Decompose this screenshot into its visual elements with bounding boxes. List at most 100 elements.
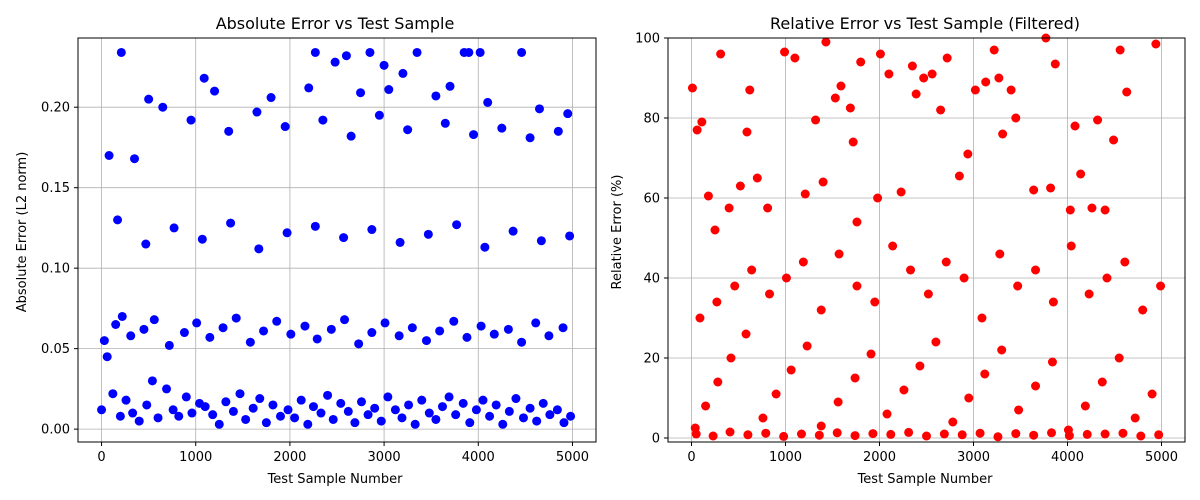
x-tick-label: 4000	[1051, 450, 1084, 465]
chart-title: Absolute Error vs Test Sample	[216, 14, 455, 33]
data-point	[104, 150, 114, 160]
x-axis-label: Test Sample Number	[267, 472, 403, 487]
y-tick-label: 0.20	[41, 101, 70, 116]
data-point	[845, 103, 855, 113]
data-point	[451, 410, 461, 420]
data-point	[939, 429, 949, 439]
data-point	[811, 115, 821, 125]
data-point	[517, 47, 527, 57]
data-point	[692, 125, 702, 135]
data-point	[712, 297, 722, 307]
data-point	[994, 73, 1004, 83]
x-axis-label: Test Sample Number	[857, 472, 993, 487]
data-point	[266, 93, 276, 103]
axis-ticks: 0 1000 2000 3000 4000 5000 0.00 0.05 0.10 0.15 0.2…	[41, 101, 589, 465]
data-point	[208, 410, 218, 420]
data-point	[800, 189, 810, 199]
data-point	[1066, 241, 1076, 251]
data-point	[511, 394, 521, 404]
data-point	[963, 149, 973, 159]
data-point	[997, 345, 1007, 355]
data-point	[1087, 203, 1097, 213]
data-point	[975, 428, 985, 438]
data-point	[1138, 305, 1148, 315]
x-tick-label: 3000	[957, 450, 990, 465]
data-point	[886, 429, 896, 439]
data-point	[164, 340, 174, 350]
data-point	[149, 315, 159, 325]
data-point	[121, 395, 131, 405]
data-point	[747, 265, 757, 275]
data-point	[300, 321, 310, 331]
data-point	[850, 431, 860, 441]
data-point	[471, 405, 481, 415]
data-point	[449, 316, 459, 326]
data-point	[210, 86, 220, 96]
data-point	[725, 427, 735, 437]
y-tick-label: 80	[643, 112, 660, 127]
data-point	[469, 130, 479, 140]
data-point	[911, 89, 921, 99]
data-point	[856, 57, 866, 67]
data-point	[370, 403, 380, 413]
data-point	[538, 398, 548, 408]
data-point	[1013, 281, 1023, 291]
data-point	[790, 53, 800, 63]
y-tick-label: 0.10	[41, 262, 70, 277]
data-point	[745, 85, 755, 95]
data-point	[312, 334, 322, 344]
data-point	[200, 402, 210, 412]
data-point	[710, 225, 720, 235]
data-point	[836, 81, 846, 91]
data-point	[816, 305, 826, 315]
data-point	[761, 428, 771, 438]
data-point	[186, 115, 196, 125]
data-point	[970, 85, 980, 95]
data-point	[444, 392, 454, 402]
data-point	[850, 373, 860, 383]
data-point	[752, 173, 762, 183]
data-point	[356, 397, 366, 407]
data-point	[398, 68, 408, 78]
data-point	[726, 353, 736, 363]
data-point	[228, 406, 238, 416]
data-point	[948, 417, 958, 427]
y-axis-label: Absolute Error (L2 norm)	[15, 152, 30, 313]
x-tick-label: 1000	[769, 450, 802, 465]
data-point	[1136, 431, 1146, 441]
data-point	[261, 418, 271, 428]
scatter-points	[97, 47, 576, 429]
data-point	[102, 352, 112, 362]
data-point	[888, 241, 898, 251]
data-point	[272, 316, 282, 326]
data-point	[919, 73, 929, 83]
data-point	[993, 432, 1003, 442]
data-point	[1080, 401, 1090, 411]
data-point	[1031, 381, 1041, 391]
data-point	[758, 413, 768, 423]
chart-title: Relative Error vs Test Sample (Filtered)	[770, 14, 1080, 33]
data-point	[786, 365, 796, 375]
data-point	[431, 91, 441, 101]
data-point	[730, 281, 740, 291]
data-point	[814, 430, 824, 440]
data-point	[410, 419, 420, 429]
data-point	[552, 405, 562, 415]
data-point	[942, 53, 952, 63]
data-point	[743, 430, 753, 440]
data-point	[798, 257, 808, 267]
data-point	[1011, 429, 1021, 439]
data-point	[724, 203, 734, 213]
data-point	[503, 324, 513, 334]
data-point	[852, 217, 862, 227]
data-point	[989, 45, 999, 55]
data-point	[139, 324, 149, 334]
data-point	[394, 331, 404, 341]
data-point	[833, 397, 843, 407]
data-point	[922, 431, 931, 441]
data-point	[412, 47, 422, 57]
data-point	[884, 69, 894, 79]
data-point	[980, 369, 990, 379]
data-point	[168, 405, 178, 415]
data-point	[904, 427, 914, 437]
